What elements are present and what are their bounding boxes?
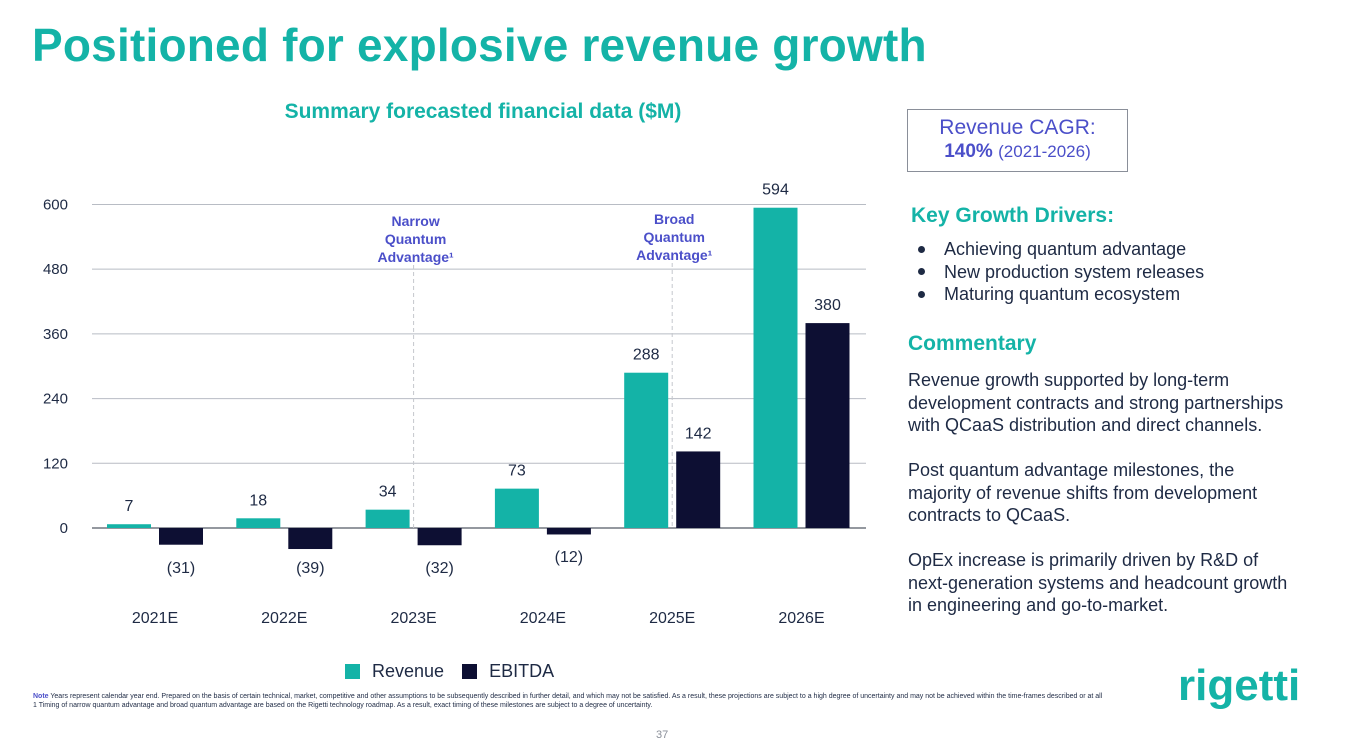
legend-swatch-revenue <box>345 664 360 679</box>
legend-label-revenue: Revenue <box>372 661 445 681</box>
bullet-icon <box>918 268 925 276</box>
data-label: (31) <box>167 560 195 577</box>
commentary-paragraph: Revenue growth supported by long-term de… <box>908 370 1284 435</box>
bar-revenue <box>624 372 669 528</box>
commentary-paragraph: OpEx increase is primarily driven by R&D… <box>908 550 1288 615</box>
list-item: New production system releases <box>918 261 1204 284</box>
data-label: 142 <box>685 425 712 442</box>
data-label: (39) <box>296 560 324 577</box>
footnote-1: 1 Timing of narrow quantum advantage and… <box>33 701 653 709</box>
annotation-label: Advantage¹ <box>636 247 713 263</box>
driver-text: Maturing quantum ecosystem <box>944 284 1181 304</box>
commentary-body: Revenue growth supported by long-term de… <box>908 369 1298 639</box>
legend-item-ebitda: EBITDA <box>462 661 554 682</box>
bar-revenue <box>365 509 410 528</box>
page-number: 37 <box>656 729 669 741</box>
y-tick-label: 360 <box>43 326 68 343</box>
y-tick-label: 240 <box>43 391 68 408</box>
x-category-label: 2025E <box>649 610 695 627</box>
data-label: 73 <box>508 463 526 480</box>
commentary-heading: Commentary <box>908 332 1037 355</box>
rigetti-logo: rigetti <box>1178 664 1300 710</box>
note-text: Years represent calendar year end. Prepa… <box>48 693 1103 700</box>
bullet-icon <box>918 245 925 253</box>
driver-text: New production system releases <box>944 261 1205 282</box>
page-title: Positioned for explosive revenue growth <box>32 19 927 71</box>
bar-ebitda <box>288 528 333 550</box>
bar-ebitda <box>676 451 721 528</box>
chart-legend: Revenue EBITDA <box>345 661 554 682</box>
driver-text: Achieving quantum advantage <box>944 239 1187 259</box>
drivers-heading: Key Growth Drivers: <box>911 204 1115 227</box>
legend-item-revenue: Revenue <box>345 661 444 682</box>
data-label: 380 <box>814 297 841 314</box>
y-tick-label: 480 <box>43 261 68 278</box>
annotation-label: Narrow <box>391 213 439 229</box>
data-label: 594 <box>762 182 789 199</box>
cagr-value: 140% <box>944 141 993 162</box>
data-label: (12) <box>555 549 583 566</box>
data-label: 18 <box>249 492 267 509</box>
cagr-label: Revenue CAGR: <box>939 116 1096 139</box>
x-category-label: 2022E <box>261 610 307 627</box>
x-category-label: 2021E <box>132 610 178 627</box>
cagr-line: 140% (2021-2026) <box>908 141 1127 163</box>
footnote-note: Note Years represent calendar year end. … <box>33 693 1143 702</box>
annotation-label: Broad <box>654 211 694 227</box>
list-item: Maturing quantum ecosystem <box>918 283 1204 306</box>
commentary-paragraph: Post quantum advantage milestones, the m… <box>908 460 1258 525</box>
legend-swatch-ebitda <box>462 664 478 679</box>
bar-revenue <box>107 524 151 528</box>
drivers-list: Achieving quantum advantage New producti… <box>918 238 1204 306</box>
data-label: (32) <box>425 560 453 577</box>
y-tick-label: 0 <box>60 520 68 537</box>
bar-revenue <box>494 488 539 528</box>
y-tick-label: 600 <box>43 196 68 213</box>
bar-ebitda <box>805 323 850 528</box>
cagr-box: Revenue CAGR: 140% (2021-2026) <box>907 109 1128 172</box>
bar-revenue <box>236 518 281 528</box>
annotation-label: Advantage¹ <box>377 249 454 265</box>
list-item: Achieving quantum advantage <box>918 238 1204 261</box>
bullet-icon <box>918 290 925 298</box>
forecast-bar-chart: 0 120 240 360 480 600 Narrow Quantum Advantage¹ B… <box>43 182 866 627</box>
bar-revenue <box>753 207 798 528</box>
x-category-label: 2026E <box>778 610 824 627</box>
note-label: Note <box>33 693 49 700</box>
cagr-range: (2021-2026) <box>998 142 1091 161</box>
data-label: 7 <box>125 498 134 515</box>
annotation-label: Quantum <box>385 231 446 247</box>
annotation-label: Quantum <box>643 229 704 245</box>
bar-ebitda <box>417 528 462 546</box>
chart-title: Summary forecasted financial data ($M) <box>284 100 682 123</box>
bar-ebitda <box>159 528 203 545</box>
bar-ebitda <box>546 528 591 535</box>
data-label: 34 <box>379 484 397 501</box>
footnotes: Note Years represent calendar year end. … <box>33 693 1143 710</box>
y-tick-label: 120 <box>43 455 68 472</box>
x-category-label: 2023E <box>390 610 436 627</box>
x-category-label: 2024E <box>520 610 566 627</box>
data-label: 288 <box>633 347 660 364</box>
logo-text: rigetti <box>1178 664 1300 710</box>
legend-label-ebitda: EBITDA <box>489 661 555 681</box>
